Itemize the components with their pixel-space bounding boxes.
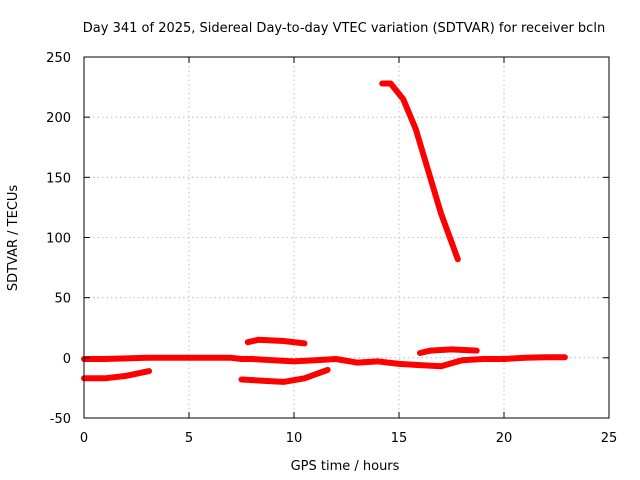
x-tick-label: 0 xyxy=(80,431,88,446)
data-series-layer xyxy=(81,80,568,385)
x-tick-label: 25 xyxy=(601,431,618,446)
series-track-4 xyxy=(238,366,331,385)
x-tick-label: 15 xyxy=(391,431,408,446)
x-tick-labels: 0 5 10 15 20 25 xyxy=(80,431,617,446)
y-axis-label: SDTVAR / TECUs xyxy=(6,185,21,292)
y-tick-label: 100 xyxy=(46,232,71,247)
series-track-6 xyxy=(379,80,461,263)
series-track-3 xyxy=(244,336,308,347)
y-tick-label: 200 xyxy=(46,111,71,126)
chart-title: Day 341 of 2025, Sidereal Day-to-day VTE… xyxy=(83,21,605,36)
series-track-1 xyxy=(81,354,568,370)
series-track-2 xyxy=(81,368,153,382)
x-axis-label: GPS time / hours xyxy=(291,459,400,474)
y-tick-label: -50 xyxy=(50,412,71,427)
y-tick-label: 150 xyxy=(46,171,71,186)
y-tick-label: 250 xyxy=(46,51,71,66)
x-tick-label: 20 xyxy=(496,431,513,446)
grid-lines xyxy=(84,57,609,418)
y-tick-labels: -50 0 50 100 150 200 250 xyxy=(46,51,71,427)
y-tick-label: 0 xyxy=(63,352,71,367)
x-tick-label: 5 xyxy=(185,431,193,446)
x-tick-label: 10 xyxy=(286,431,303,446)
axis-ticks xyxy=(83,56,610,419)
y-tick-label: 50 xyxy=(54,292,71,307)
series-track-5 xyxy=(417,346,480,356)
